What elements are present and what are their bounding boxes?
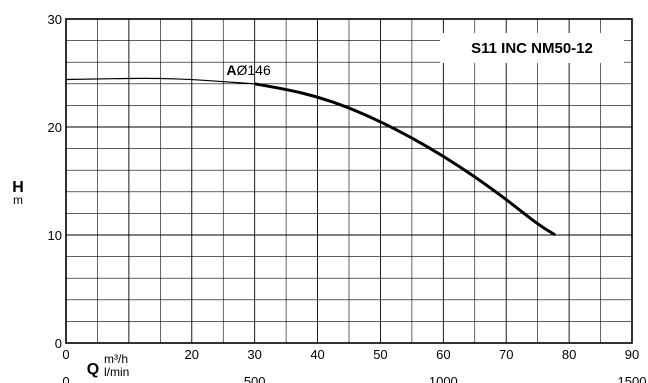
curve-thin-segment <box>65 77 255 85</box>
y-tick-label: 0 <box>55 336 62 351</box>
x-tick-label: 70 <box>499 347 513 362</box>
y-axis-label: H <box>12 179 24 196</box>
x-axis-label: Q <box>87 361 99 378</box>
y-tick-label: 10 <box>48 228 62 243</box>
x-secondary-tick-label: 500 <box>244 374 266 383</box>
x-secondary-tick-label: 1000 <box>429 374 458 383</box>
plot-frame <box>65 18 633 344</box>
x-tick-labels: 0 20 30 40 50 60 70 80 90 <box>62 347 639 362</box>
chart-title-box: S11 INC NM50-12 <box>440 33 624 63</box>
chart-title: S11 INC NM50-12 <box>471 40 593 57</box>
x-tick-label: 90 <box>625 347 639 362</box>
curve-label-letter: A <box>226 62 236 78</box>
curve-label-diameter: Ø146 <box>236 62 270 78</box>
x-secondary-tick-labels: 0 500 1000 1500 <box>62 374 646 383</box>
x-secondary-tick-label: 0 <box>62 374 69 383</box>
x-tick-label: 20 <box>185 347 199 362</box>
x-tick-label: 30 <box>247 347 261 362</box>
x-tick-label: 50 <box>373 347 387 362</box>
x-tick-label: 0 <box>62 347 69 362</box>
y-tick-label: 20 <box>48 120 62 135</box>
y-tick-label: 30 <box>48 12 62 27</box>
x-tick-label: 80 <box>562 347 576 362</box>
curve-label: AØ146 <box>226 62 271 78</box>
y-tick-labels: 0 10 20 30 <box>48 12 62 351</box>
x-tick-label: 40 <box>310 347 324 362</box>
grid <box>66 19 632 343</box>
title-background <box>440 33 624 63</box>
curve-operating-segment <box>254 82 557 237</box>
x-tick-label: 60 <box>436 347 450 362</box>
x-axis-unit-secondary: l/min <box>104 365 129 379</box>
x-axis-unit-primary: m³/h <box>104 352 128 366</box>
x-secondary-tick-label: 1500 <box>618 374 647 383</box>
y-axis-unit: m <box>13 193 23 207</box>
